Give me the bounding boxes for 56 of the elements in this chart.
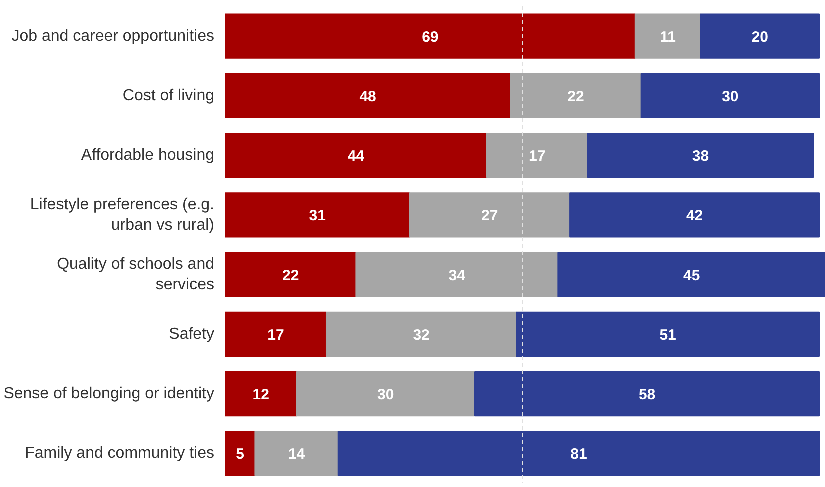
bar (254, 431, 339, 476)
y-tick-label: Safety (169, 326, 214, 343)
data-label: 5 (236, 446, 245, 464)
bar (226, 312, 327, 357)
data-label: 32 (413, 326, 430, 344)
data-label: 12 (252, 386, 270, 404)
data-label: 17 (268, 326, 284, 344)
bar (226, 192, 410, 238)
bar (474, 372, 820, 417)
data-label: 17 (529, 148, 546, 166)
bar (634, 14, 702, 59)
data-label: 51 (660, 326, 676, 344)
bar (226, 431, 256, 476)
bar (226, 14, 636, 59)
data-label: 38 (692, 148, 710, 166)
data-label: 58 (638, 386, 656, 404)
data-label: 14 (288, 446, 306, 464)
data-label: 11 (660, 28, 676, 46)
bar (356, 252, 559, 298)
bar (700, 14, 820, 59)
bar (570, 192, 820, 238)
y-tick-label: Sense of belonging or identity (4, 386, 214, 403)
bar (409, 192, 571, 238)
bar (226, 372, 298, 417)
bar (510, 73, 642, 118)
data-label: 34 (448, 267, 466, 284)
data-label: 30 (722, 88, 739, 106)
data-label: 42 (686, 208, 704, 225)
bar (226, 252, 357, 298)
bar (226, 133, 488, 178)
y-tick-label: Cost of living (122, 87, 214, 104)
data-label: 20 (752, 28, 768, 46)
data-label: 69 (422, 28, 439, 46)
data-label: 22 (568, 88, 584, 106)
y-tick-label: Job and career opportunities (12, 28, 214, 45)
y-tick-label: Lifestyle preferences (e.g. urban vs rural) (30, 196, 215, 234)
data-label: 27 (482, 208, 498, 225)
y-tick-label: Quality of schools and services (57, 256, 215, 294)
data-label: 31 (309, 208, 326, 225)
data-label: 22 (282, 267, 300, 284)
bar (587, 133, 814, 178)
data-label: 48 (360, 88, 376, 106)
data-label: 44 (348, 148, 366, 166)
bar (226, 73, 512, 118)
data-label: 81 (570, 446, 588, 464)
bar (558, 252, 825, 298)
y-tick-label: Family and community ties (25, 445, 214, 462)
bar (296, 372, 476, 417)
bar (486, 133, 588, 178)
data-label: 45 (683, 267, 700, 284)
bar (640, 73, 820, 118)
bar (516, 312, 820, 357)
bar (326, 312, 518, 357)
bar (338, 431, 820, 476)
data-label: 30 (378, 386, 394, 404)
y-tick-label: Affordable housing (81, 147, 214, 164)
